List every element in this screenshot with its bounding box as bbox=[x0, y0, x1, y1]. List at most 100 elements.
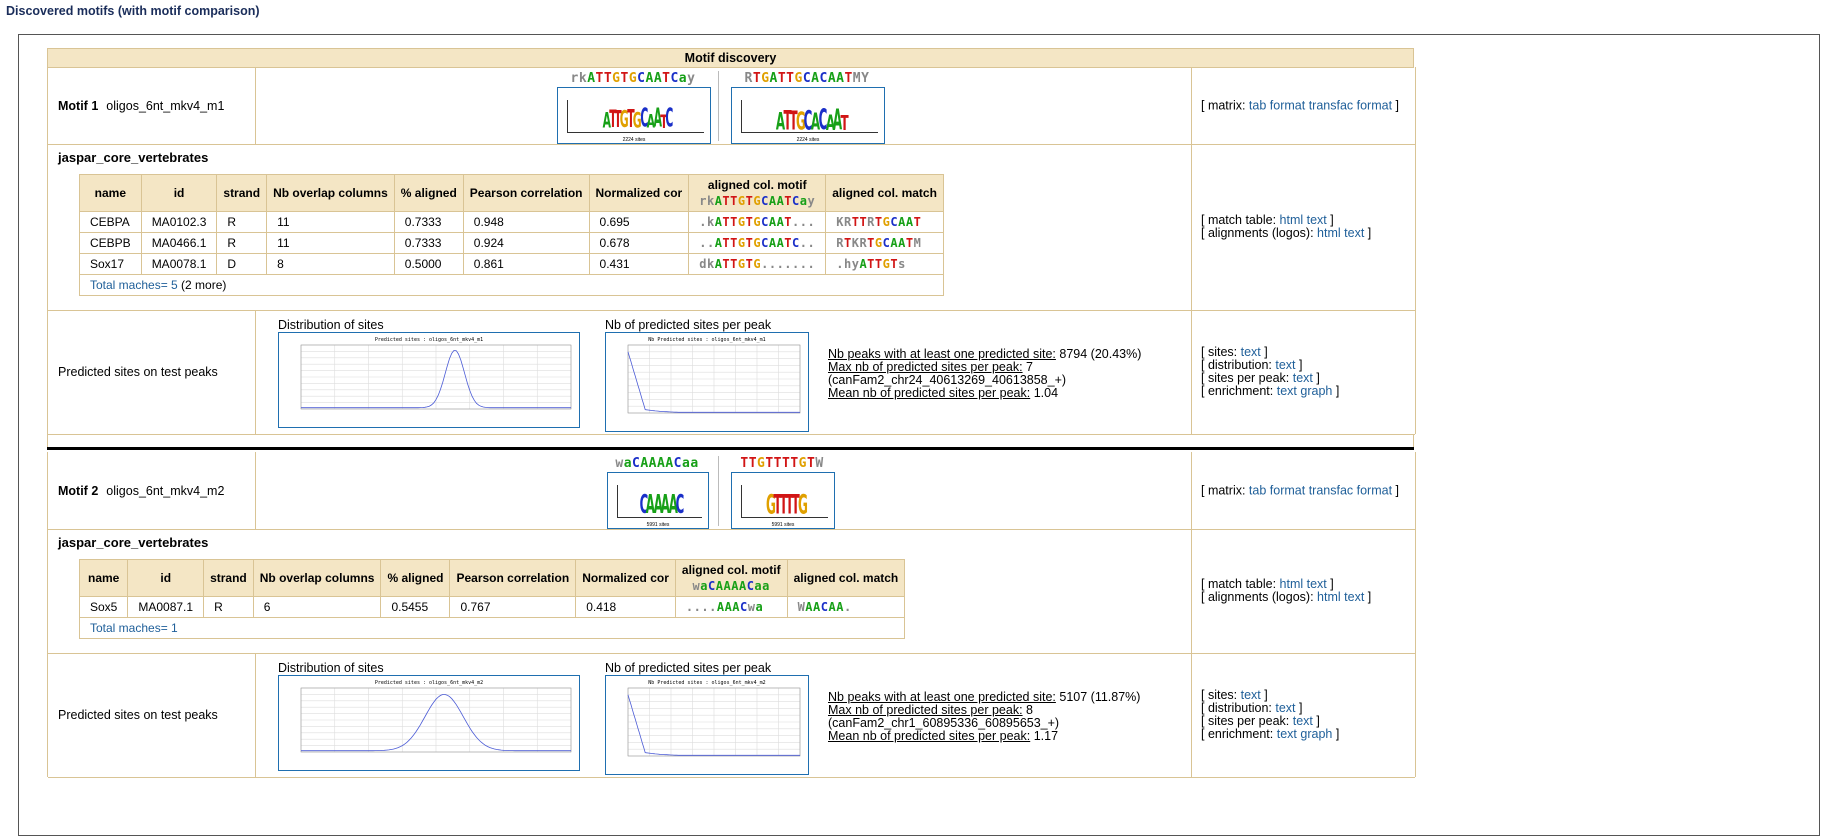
distribution-graph[interactable]: Predicted sites : oligos_6nt_mkv4_m2 bbox=[278, 675, 580, 771]
peaks-graph[interactable]: Nb Predicted sites : oligos_6nt_mkv4_m2 bbox=[605, 675, 809, 775]
cell-name: CEBPB bbox=[79, 232, 142, 254]
logo-x-axis bbox=[742, 517, 828, 526]
alignments-text-link[interactable]: text bbox=[1344, 590, 1365, 604]
motif-name: oligos_6nt_mkv4_m2 bbox=[106, 483, 225, 498]
motif-row: jaspar_core_vertebrates name id strand Nb ov… bbox=[48, 144, 1415, 311]
enrichment-text-link[interactable]: text bbox=[1276, 384, 1297, 398]
enrichment-graph-link[interactable]: graph bbox=[1300, 727, 1333, 741]
match-table-html-link[interactable]: html bbox=[1279, 577, 1304, 591]
cell-amotif: ..ATTGTGCAATC.. bbox=[688, 232, 827, 254]
logo-forward-consensus: waCAAAACaa bbox=[615, 456, 699, 471]
cell-overlap: 11 bbox=[266, 232, 395, 254]
matrix-transfac-link[interactable]: transfac format bbox=[1308, 98, 1393, 112]
distribution-graph-svg: Predicted sites : oligos_6nt_mkv4_m1 bbox=[300, 337, 572, 410]
enrichment-text-link[interactable]: text bbox=[1276, 727, 1297, 741]
table-row: Sox17 MA0078.1 D 8 0.5000 0.861 0.431 dkATTGTG.… bbox=[79, 253, 944, 275]
plot-frame bbox=[627, 344, 801, 414]
logo-x-axis bbox=[568, 132, 704, 141]
sites-per-peak-text-link[interactable]: text bbox=[1292, 371, 1313, 385]
cell-amatch: WAACAA. bbox=[786, 596, 906, 618]
distribution-graph-title: Distribution of sites bbox=[278, 661, 384, 675]
distribution: [ distribution: text ] bbox=[1201, 358, 1303, 372]
matrix-tab-link[interactable]: tab format bbox=[1248, 98, 1306, 112]
total-matches-link[interactable]: Total maches= 5 bbox=[90, 278, 178, 292]
logo-axis bbox=[741, 100, 742, 133]
database-name: jaspar_core_vertebrates bbox=[58, 150, 209, 165]
col-header-strand: strand bbox=[203, 559, 254, 597]
logo-reverse-complement-consensus: TTGTTTTGTW bbox=[740, 456, 824, 471]
matrix-tab-link[interactable]: tab format bbox=[1248, 483, 1306, 497]
site-statistics: Nb peaks with at least one predicted sit… bbox=[828, 691, 1140, 743]
logo-reverse-complement[interactable]: A T T G C A C A A T 2224 sites bbox=[731, 87, 885, 144]
sites-per-peak: [ sites per peak: text ] bbox=[1201, 371, 1320, 385]
col-header-name: name bbox=[79, 174, 142, 212]
motif-discovery-table: Motif discovery bbox=[47, 48, 1414, 68]
peaks-graph-title: Nb of predicted sites per peak bbox=[605, 318, 772, 332]
sites-text-link[interactable]: text bbox=[1240, 688, 1261, 702]
logo-axis bbox=[567, 100, 568, 133]
page-title: Discovered motifs (with motif comparison… bbox=[6, 4, 260, 18]
table-header-row: name id strand Nb overlap columns% aligned P… bbox=[79, 174, 944, 212]
cell-strand: R bbox=[216, 211, 268, 233]
col-header-strand: strand bbox=[216, 174, 268, 212]
cell-divider bbox=[48, 67, 1192, 144]
motif-separator-bar bbox=[47, 447, 1414, 450]
cell-name: CEBPA bbox=[79, 211, 142, 233]
col-header-amotif: aligned col. motif rkATTGTGCAATCay bbox=[688, 174, 827, 212]
total-matches-link[interactable]: Total maches= 1 bbox=[90, 621, 178, 635]
cell-pearson: 0.924 bbox=[462, 232, 590, 254]
cell-amatch: RTKRTGCAATM bbox=[825, 232, 944, 254]
distribution-text-link[interactable]: text bbox=[1275, 358, 1296, 372]
sites-per-peak-text-link[interactable]: text bbox=[1292, 714, 1313, 728]
cell-divider bbox=[48, 653, 256, 777]
alignments-text-link[interactable]: text bbox=[1344, 226, 1365, 240]
logo-forward[interactable]: A T T G T G C A A T C 2224 sites bbox=[557, 87, 711, 144]
cell-id: MA0087.1 bbox=[127, 596, 205, 618]
logo-forward[interactable]: C A A A A C 5991 sites bbox=[607, 472, 709, 529]
matrix-transfac-link[interactable]: transfac format bbox=[1308, 483, 1393, 497]
plot-title: Predicted sites : oligos_6nt_mkv4_m2 bbox=[375, 680, 483, 686]
cell-amatch: KRTTRTGCAAT bbox=[825, 211, 944, 233]
cell-overlap: 8 bbox=[266, 253, 395, 275]
site-curve bbox=[627, 694, 800, 756]
peaks-graph-title: Nb of predicted sites per peak bbox=[605, 661, 772, 675]
cell-id: MA0466.1 bbox=[140, 232, 218, 254]
col-header-amatch: aligned col. match bbox=[786, 559, 906, 597]
cell-ncor: 0.431 bbox=[588, 253, 690, 275]
cell-ncor: 0.695 bbox=[588, 211, 690, 233]
stat-max-sites: Max nb of predicted sites per peak: 8 bbox=[828, 703, 1033, 717]
plot-title: Nb Predicted sites : oligos_6nt_mkv4_m1 bbox=[648, 337, 765, 343]
distribution-graph[interactable]: Predicted sites : oligos_6nt_mkv4_m1 bbox=[278, 332, 580, 428]
cell-divider bbox=[48, 310, 256, 434]
match-table-html-link[interactable]: html bbox=[1279, 213, 1304, 227]
table-row: Sox5 MA0087.1 R 6 0.5455 0.767 0.418 ....AAACwa… bbox=[78, 596, 906, 618]
logo-reverse-complement[interactable]: G T T T T G 5991 sites bbox=[731, 472, 835, 529]
motif-name: oligos_6nt_mkv4_m1 bbox=[106, 98, 225, 113]
enrichment-graph-link[interactable]: graph bbox=[1300, 384, 1333, 398]
alignments-line: [ alignments (logos): html text ] bbox=[1201, 226, 1372, 240]
col-header-id: id bbox=[140, 174, 218, 212]
distribution-text-link[interactable]: text bbox=[1275, 701, 1296, 715]
table-total-row: Total maches= 5 (2 more) bbox=[79, 274, 944, 296]
cell-divider bbox=[48, 144, 1192, 310]
cell-name: Sox17 bbox=[79, 253, 142, 275]
alignments-html-link[interactable]: html bbox=[1317, 226, 1341, 240]
match-table-text-link[interactable]: text bbox=[1306, 213, 1327, 227]
sites: [ sites: text ] bbox=[1201, 688, 1268, 702]
logo-axis bbox=[741, 485, 742, 518]
col-header-ncor: Normalized cor bbox=[575, 559, 676, 597]
match-table-text-link[interactable]: text bbox=[1306, 577, 1327, 591]
col-header-pearson: Pearson correlation bbox=[462, 174, 590, 212]
peaks-graph[interactable]: Nb Predicted sites : oligos_6nt_mkv4_m1 bbox=[605, 332, 809, 432]
logo-reverse-complement-sites: 2224 sites bbox=[796, 137, 820, 143]
table-total-row: Total maches= 1 bbox=[78, 617, 906, 639]
stat-peaks-with-site-key: Nb peaks with at least one predicted sit… bbox=[828, 347, 1056, 361]
alignments-html-link[interactable]: html bbox=[1317, 590, 1341, 604]
col-header-aligned: % aligned bbox=[393, 174, 464, 212]
sites-text-link[interactable]: text bbox=[1240, 345, 1261, 359]
col-header-overlap: Nb overlap columns bbox=[266, 174, 395, 212]
cell-amotif: .kATTGTGCAAT... bbox=[688, 211, 827, 233]
cell-overlap: 11 bbox=[266, 211, 395, 233]
stat-max-location: (canFam2_chr24_40613269_40613858_+) bbox=[828, 373, 1067, 387]
